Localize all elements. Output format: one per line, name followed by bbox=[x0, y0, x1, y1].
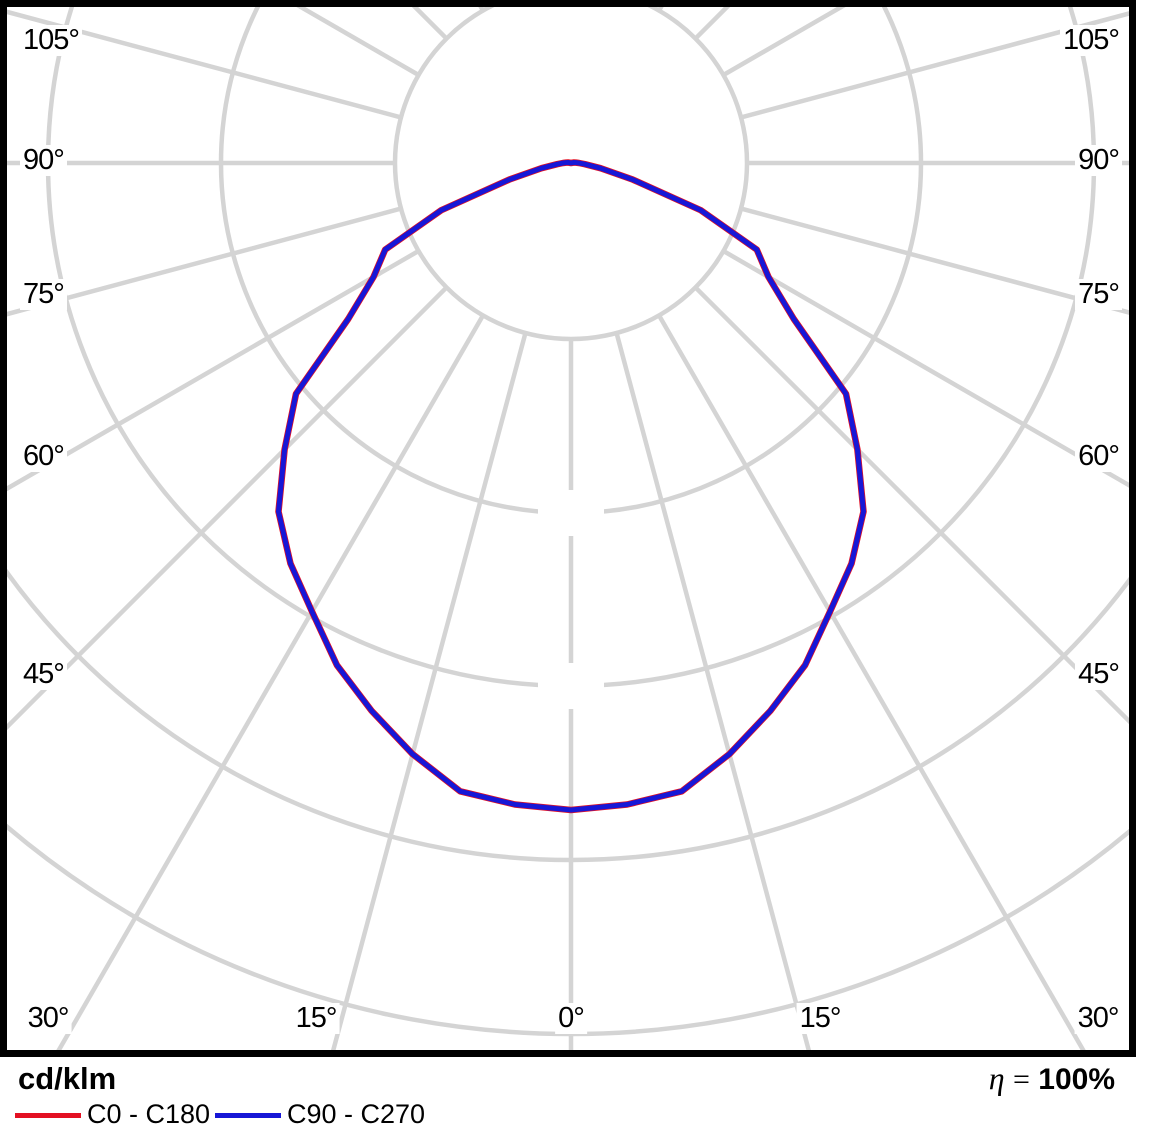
grid-spoke bbox=[722, 249, 1129, 488]
legend: cd/klm C0 - C180 C90 - C270 η = 100% bbox=[0, 1057, 1164, 1143]
legend-label: C90 - C270 bbox=[287, 1099, 426, 1129]
angle-label: 90° bbox=[1075, 145, 1122, 176]
legend-swatch-red-line bbox=[15, 1113, 81, 1118]
grid-spoke bbox=[7, 285, 449, 731]
eta-value: 100% bbox=[1038, 1063, 1115, 1096]
grid-spoke bbox=[478, 7, 485, 12]
angle-label: 75° bbox=[20, 279, 67, 310]
ring-value-label-blank bbox=[538, 490, 604, 536]
angle-label: 15° bbox=[796, 1003, 844, 1034]
angle-label: 45° bbox=[1075, 659, 1122, 690]
grid-spoke bbox=[614, 332, 812, 1050]
ring-value-label-blank bbox=[538, 663, 604, 709]
angle-label: 60° bbox=[1075, 441, 1122, 472]
polar-grid-and-curves bbox=[7, 7, 1129, 1050]
unit-label: cd/klm bbox=[18, 1061, 117, 1096]
angle-label: 30° bbox=[24, 1003, 72, 1034]
grid-spoke bbox=[7, 9, 402, 120]
eta-equals: = bbox=[1013, 1063, 1030, 1096]
grid-spoke bbox=[657, 314, 1086, 1050]
angle-label: 45° bbox=[20, 659, 67, 690]
efficiency-readout: η = 100% bbox=[989, 1060, 1115, 1097]
angle-label: 0° bbox=[555, 1003, 587, 1034]
grid-spoke bbox=[740, 206, 1129, 315]
eta-symbol: η bbox=[988, 1060, 1005, 1096]
angle-label: 105° bbox=[1060, 25, 1122, 56]
angle-label: 15° bbox=[292, 1003, 340, 1034]
grid-spoke bbox=[7, 206, 402, 317]
angle-label: 60° bbox=[20, 441, 67, 472]
polar-chart: 105° 90° 75° 60° 45° 30° 15° 0° 15° 30° 45° 60° 75° 9… bbox=[0, 0, 1136, 1057]
grid-spoke bbox=[740, 11, 1129, 120]
legend-label: C0 - C180 bbox=[87, 1099, 211, 1129]
curve-c90-c270 bbox=[276, 160, 866, 813]
grid-spoke bbox=[693, 285, 1129, 725]
angle-label: 30° bbox=[1074, 1003, 1122, 1034]
angle-label: 105° bbox=[20, 25, 82, 56]
grid-spoke bbox=[56, 314, 485, 1050]
grid-ring bbox=[7, 568, 1129, 863]
grid-spoke bbox=[330, 332, 528, 1050]
angle-label: 90° bbox=[20, 145, 67, 176]
grid-spoke bbox=[7, 249, 420, 492]
legend-swatch-blue-line bbox=[215, 1113, 281, 1118]
angle-label: 75° bbox=[1075, 279, 1122, 310]
